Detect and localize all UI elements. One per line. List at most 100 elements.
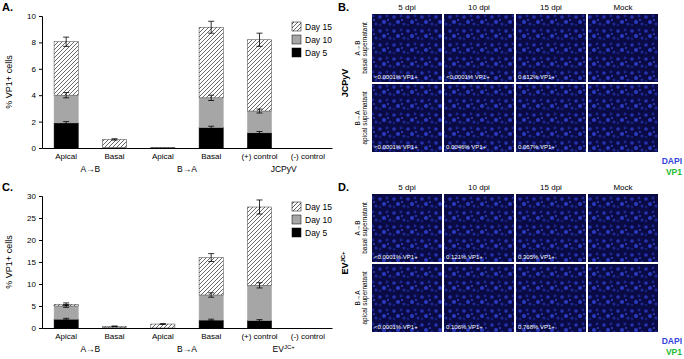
error-bar-line xyxy=(63,318,69,320)
micrograph xyxy=(444,14,514,82)
bar xyxy=(296,328,320,329)
tick-label: Basal xyxy=(104,332,124,341)
micrograph xyxy=(444,84,514,152)
plot-area xyxy=(54,21,272,148)
tick-mark xyxy=(39,196,42,197)
tick: 20 xyxy=(27,236,42,245)
cell-label: <0.0001% VP1+ xyxy=(446,74,490,80)
axis-line xyxy=(43,328,333,329)
error-bar xyxy=(63,318,69,320)
tick-mark xyxy=(39,262,42,263)
tick: (+) control xyxy=(241,332,277,341)
group-label-text: A→B xyxy=(80,164,100,174)
tick-label: Basal xyxy=(201,332,221,341)
bar xyxy=(54,95,78,123)
cell-label: 0.612% VP1+ xyxy=(518,74,555,80)
legend: Day 15Day 10Day 5 xyxy=(292,202,332,238)
cell-label: 0.106% VP1+ xyxy=(446,324,483,330)
error-bar xyxy=(63,93,69,98)
tick: Basal xyxy=(201,332,221,341)
panel-label: C. xyxy=(2,181,13,193)
cell-label: <0.0001% VP1+ xyxy=(374,74,418,80)
tick-label: Basal xyxy=(201,152,221,161)
legend-label: Day 15 xyxy=(305,22,332,32)
y-axis-title: % VP1+ cells xyxy=(4,235,14,289)
tick-label: (+) control xyxy=(241,152,277,161)
tick: 2 xyxy=(32,118,42,127)
column-header: 15 dpi xyxy=(540,183,562,192)
error-bar xyxy=(112,326,118,327)
legend-swatch xyxy=(292,215,301,224)
panel-label: B. xyxy=(338,1,349,13)
tick-label: Basal xyxy=(104,152,124,161)
bar xyxy=(151,148,175,149)
tick-mark xyxy=(39,306,42,307)
micrograph xyxy=(372,14,442,82)
tick: 10 xyxy=(27,12,42,21)
row-label: B→A xyxy=(354,110,361,126)
micrograph xyxy=(372,264,442,332)
tick: 5 xyxy=(32,302,42,311)
error-bar xyxy=(257,109,263,113)
legend-label: Day 10 xyxy=(305,215,332,225)
bar xyxy=(296,148,320,149)
panel-label: A. xyxy=(2,1,13,13)
error-bar xyxy=(63,37,69,46)
tick: (-) control xyxy=(291,152,325,161)
bar xyxy=(247,40,271,111)
bar xyxy=(247,111,271,133)
group-label-text: B→A xyxy=(177,164,197,174)
tick: Apical xyxy=(152,332,174,341)
tick: 6 xyxy=(32,65,42,74)
tick: (+) control xyxy=(241,152,277,161)
tick: (-) control xyxy=(291,332,325,341)
tick-label: (+) control xyxy=(241,332,277,341)
cell-label: 0.768% VP1+ xyxy=(518,324,555,330)
micrograph xyxy=(516,84,586,152)
micrograph xyxy=(588,264,658,332)
tick: 30 xyxy=(27,192,42,201)
tick: Basal xyxy=(104,152,124,161)
micrograph xyxy=(588,14,658,82)
group-label-text: JCPyV xyxy=(271,164,297,174)
side-label-text: JCPyV xyxy=(340,69,350,98)
row-label: B→A xyxy=(354,290,361,306)
error-bar-line xyxy=(63,37,69,46)
row-label: apical supernatant xyxy=(361,271,369,324)
bar-chart: A.0246810ApicalBasalApicalBasal(+) contr… xyxy=(2,1,333,174)
tick-mark xyxy=(39,42,42,43)
bar xyxy=(199,128,223,148)
micrograph-panel: D.5 dpi10 dpi15 dpiMockEVJC+A→Bbasal sup… xyxy=(338,181,682,357)
cell-label: <0.0001% VP1+ xyxy=(374,324,418,330)
bar xyxy=(247,207,271,285)
bar xyxy=(102,139,126,147)
micrograph xyxy=(516,194,586,262)
error-bar xyxy=(208,319,214,321)
bar xyxy=(296,148,320,149)
group-label-sup: JC+ xyxy=(284,344,295,350)
group-label: JCPyV xyxy=(271,164,297,174)
error-bar-line xyxy=(208,293,214,297)
tick-mark xyxy=(39,69,42,70)
error-bar xyxy=(208,126,214,129)
bar xyxy=(296,328,320,329)
plot-area xyxy=(54,200,272,328)
tick-label: 10 xyxy=(27,280,36,289)
tick-label: Apical xyxy=(55,152,77,161)
tick-label: Apical xyxy=(55,332,77,341)
x-axis: ApicalBasalApicalBasal(+) control(-) con… xyxy=(43,149,333,161)
cell-label: 0.305% VP1+ xyxy=(518,254,555,260)
micrograph xyxy=(372,84,442,152)
micrograph xyxy=(516,264,586,332)
tick-mark xyxy=(39,122,42,123)
error-bar-line xyxy=(257,283,263,288)
error-bar xyxy=(208,293,214,297)
bar xyxy=(199,27,223,98)
side-label: EVJC+ xyxy=(340,251,350,275)
tick: Basal xyxy=(104,332,124,341)
y-axis-title: % VP1+ cells xyxy=(4,55,14,109)
bar xyxy=(151,324,175,328)
tick-mark xyxy=(39,284,42,285)
column-header: 15 dpi xyxy=(540,3,562,12)
legend-label: DAPI xyxy=(662,156,682,166)
